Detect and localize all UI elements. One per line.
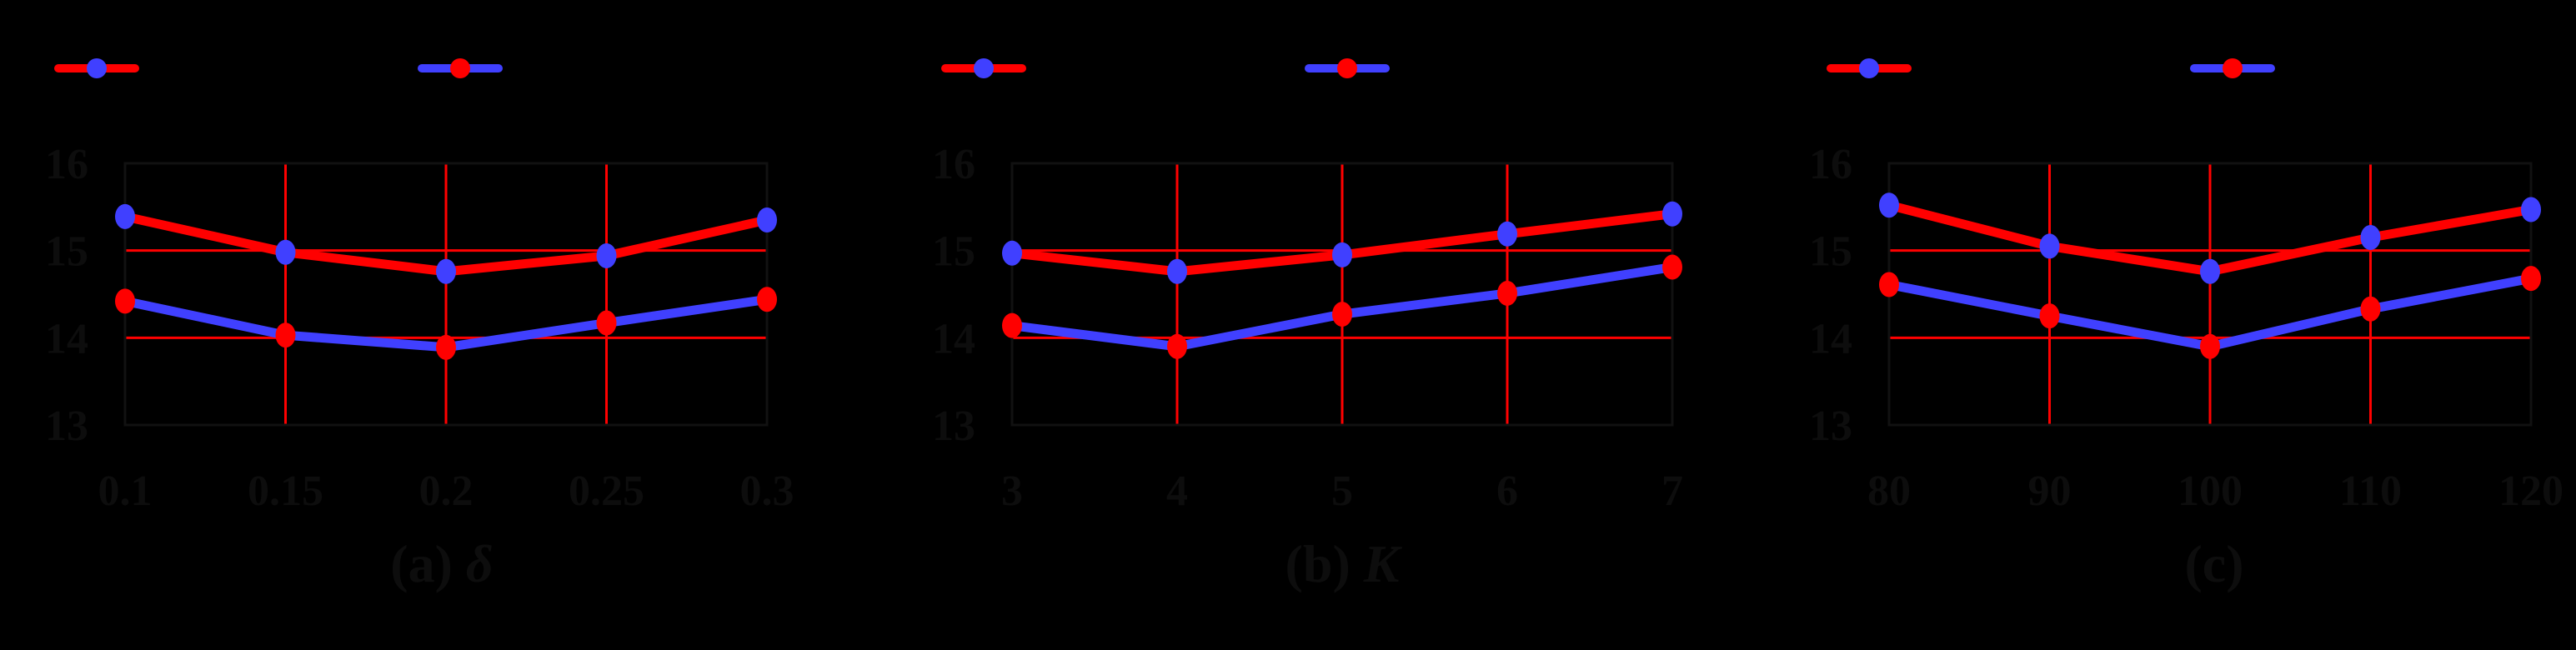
- x-tick-label: 0.1: [98, 468, 153, 515]
- x-tick-label: 3: [1001, 468, 1023, 515]
- data-point-marker: [1332, 242, 1352, 268]
- chart-caption: (c): [2184, 533, 2243, 595]
- y-tick-label: 14: [1809, 315, 1852, 362]
- y-tick-label: 13: [45, 402, 88, 450]
- x-tick-label: 7: [1661, 468, 1683, 515]
- legend-swatch-blue-line-red-marker-icon: [2190, 58, 2275, 78]
- line-plot: 13 14 15 16 0.1 0.15 0.2 0.25 0.3: [45, 141, 794, 515]
- data-point-marker: [2039, 233, 2060, 259]
- x-tick-label: 5: [1331, 468, 1353, 515]
- data-point-marker: [1497, 221, 1517, 247]
- data-point-marker: [1002, 312, 1022, 338]
- data-point-marker: [436, 334, 456, 360]
- legend-swatch-red-line-blue-marker-icon: [941, 58, 1026, 78]
- legend-swatch-blue-line-red-marker-icon: [418, 58, 503, 78]
- data-point-marker: [1167, 258, 1187, 284]
- data-point-marker: [1167, 333, 1187, 359]
- y-tick-label: 16: [932, 141, 975, 188]
- y-tick-label: 13: [932, 402, 975, 450]
- caption-prefix: (b): [1285, 534, 1351, 593]
- plot-frame: [1010, 162, 1674, 427]
- y-tick-label: 13: [1809, 402, 1852, 450]
- y-tick-label: 16: [45, 141, 88, 188]
- x-tick-label: 90: [2028, 468, 2072, 515]
- data-point-marker: [2039, 303, 2060, 329]
- x-tick-label: 4: [1166, 468, 1188, 515]
- data-point-marker: [2521, 197, 2541, 222]
- data-point-marker: [2521, 266, 2541, 292]
- chart-caption: (a) δ: [390, 533, 493, 595]
- line-plot: 13 14 15 16 80 90 100 110 120: [1809, 141, 2563, 515]
- data-point-marker: [1332, 302, 1352, 328]
- data-point-marker: [757, 208, 777, 233]
- x-tick-label: 110: [2339, 468, 2402, 515]
- data-point-marker: [2360, 296, 2381, 322]
- data-point-marker: [275, 322, 296, 348]
- data-point-marker: [2200, 333, 2220, 359]
- data-point-marker: [115, 203, 135, 229]
- caption-prefix: (c): [2184, 534, 2244, 593]
- y-tick-label: 15: [45, 228, 88, 276]
- data-point-marker: [1879, 272, 1899, 298]
- data-point-marker: [115, 288, 135, 314]
- caption-prefix: (a): [390, 534, 453, 593]
- data-point-marker: [757, 287, 777, 312]
- caption-symbol: K: [1363, 534, 1400, 593]
- x-tick-label: 100: [2178, 468, 2243, 515]
- x-tick-label: 0.15: [248, 468, 323, 515]
- data-point-marker: [1002, 240, 1022, 266]
- data-point-marker: [275, 239, 296, 265]
- data-point-marker: [436, 258, 456, 284]
- data-point-marker: [1662, 254, 1682, 280]
- data-point-marker: [1879, 192, 1899, 218]
- data-point-marker: [1662, 201, 1682, 227]
- legend-swatch-blue-line-red-marker-icon: [1305, 58, 1390, 78]
- caption-symbol: δ: [465, 534, 494, 593]
- x-tick-label: 0.25: [569, 468, 644, 515]
- legend-swatch-red-line-blue-marker-icon: [1827, 58, 1912, 78]
- y-tick-label: 14: [45, 315, 88, 362]
- x-tick-label: 0.3: [740, 468, 794, 515]
- x-tick-label: 80: [1867, 468, 1911, 515]
- x-tick-label: 120: [2498, 468, 2563, 515]
- data-point-marker: [1497, 280, 1517, 306]
- data-point-marker: [2200, 258, 2220, 284]
- x-tick-label: 6: [1496, 468, 1518, 515]
- data-point-marker: [2360, 224, 2381, 250]
- chart-panel-a: 13 14 15 16 0.1 0.15 0.2 0.25 0.3 (a) δ: [0, 0, 859, 650]
- legend-swatch-red-line-blue-marker-icon: [54, 58, 139, 78]
- data-point-marker: [596, 310, 617, 336]
- line-plot: 13 14 15 16 3 4 5 6 7: [932, 141, 1683, 515]
- y-tick-label: 15: [932, 228, 975, 276]
- x-tick-label: 0.2: [419, 468, 474, 515]
- y-tick-label: 14: [932, 315, 975, 362]
- data-point-marker: [596, 242, 617, 268]
- chart-caption: (b) K: [1285, 533, 1400, 595]
- y-tick-label: 16: [1809, 141, 1852, 188]
- y-tick-label: 15: [1809, 228, 1852, 276]
